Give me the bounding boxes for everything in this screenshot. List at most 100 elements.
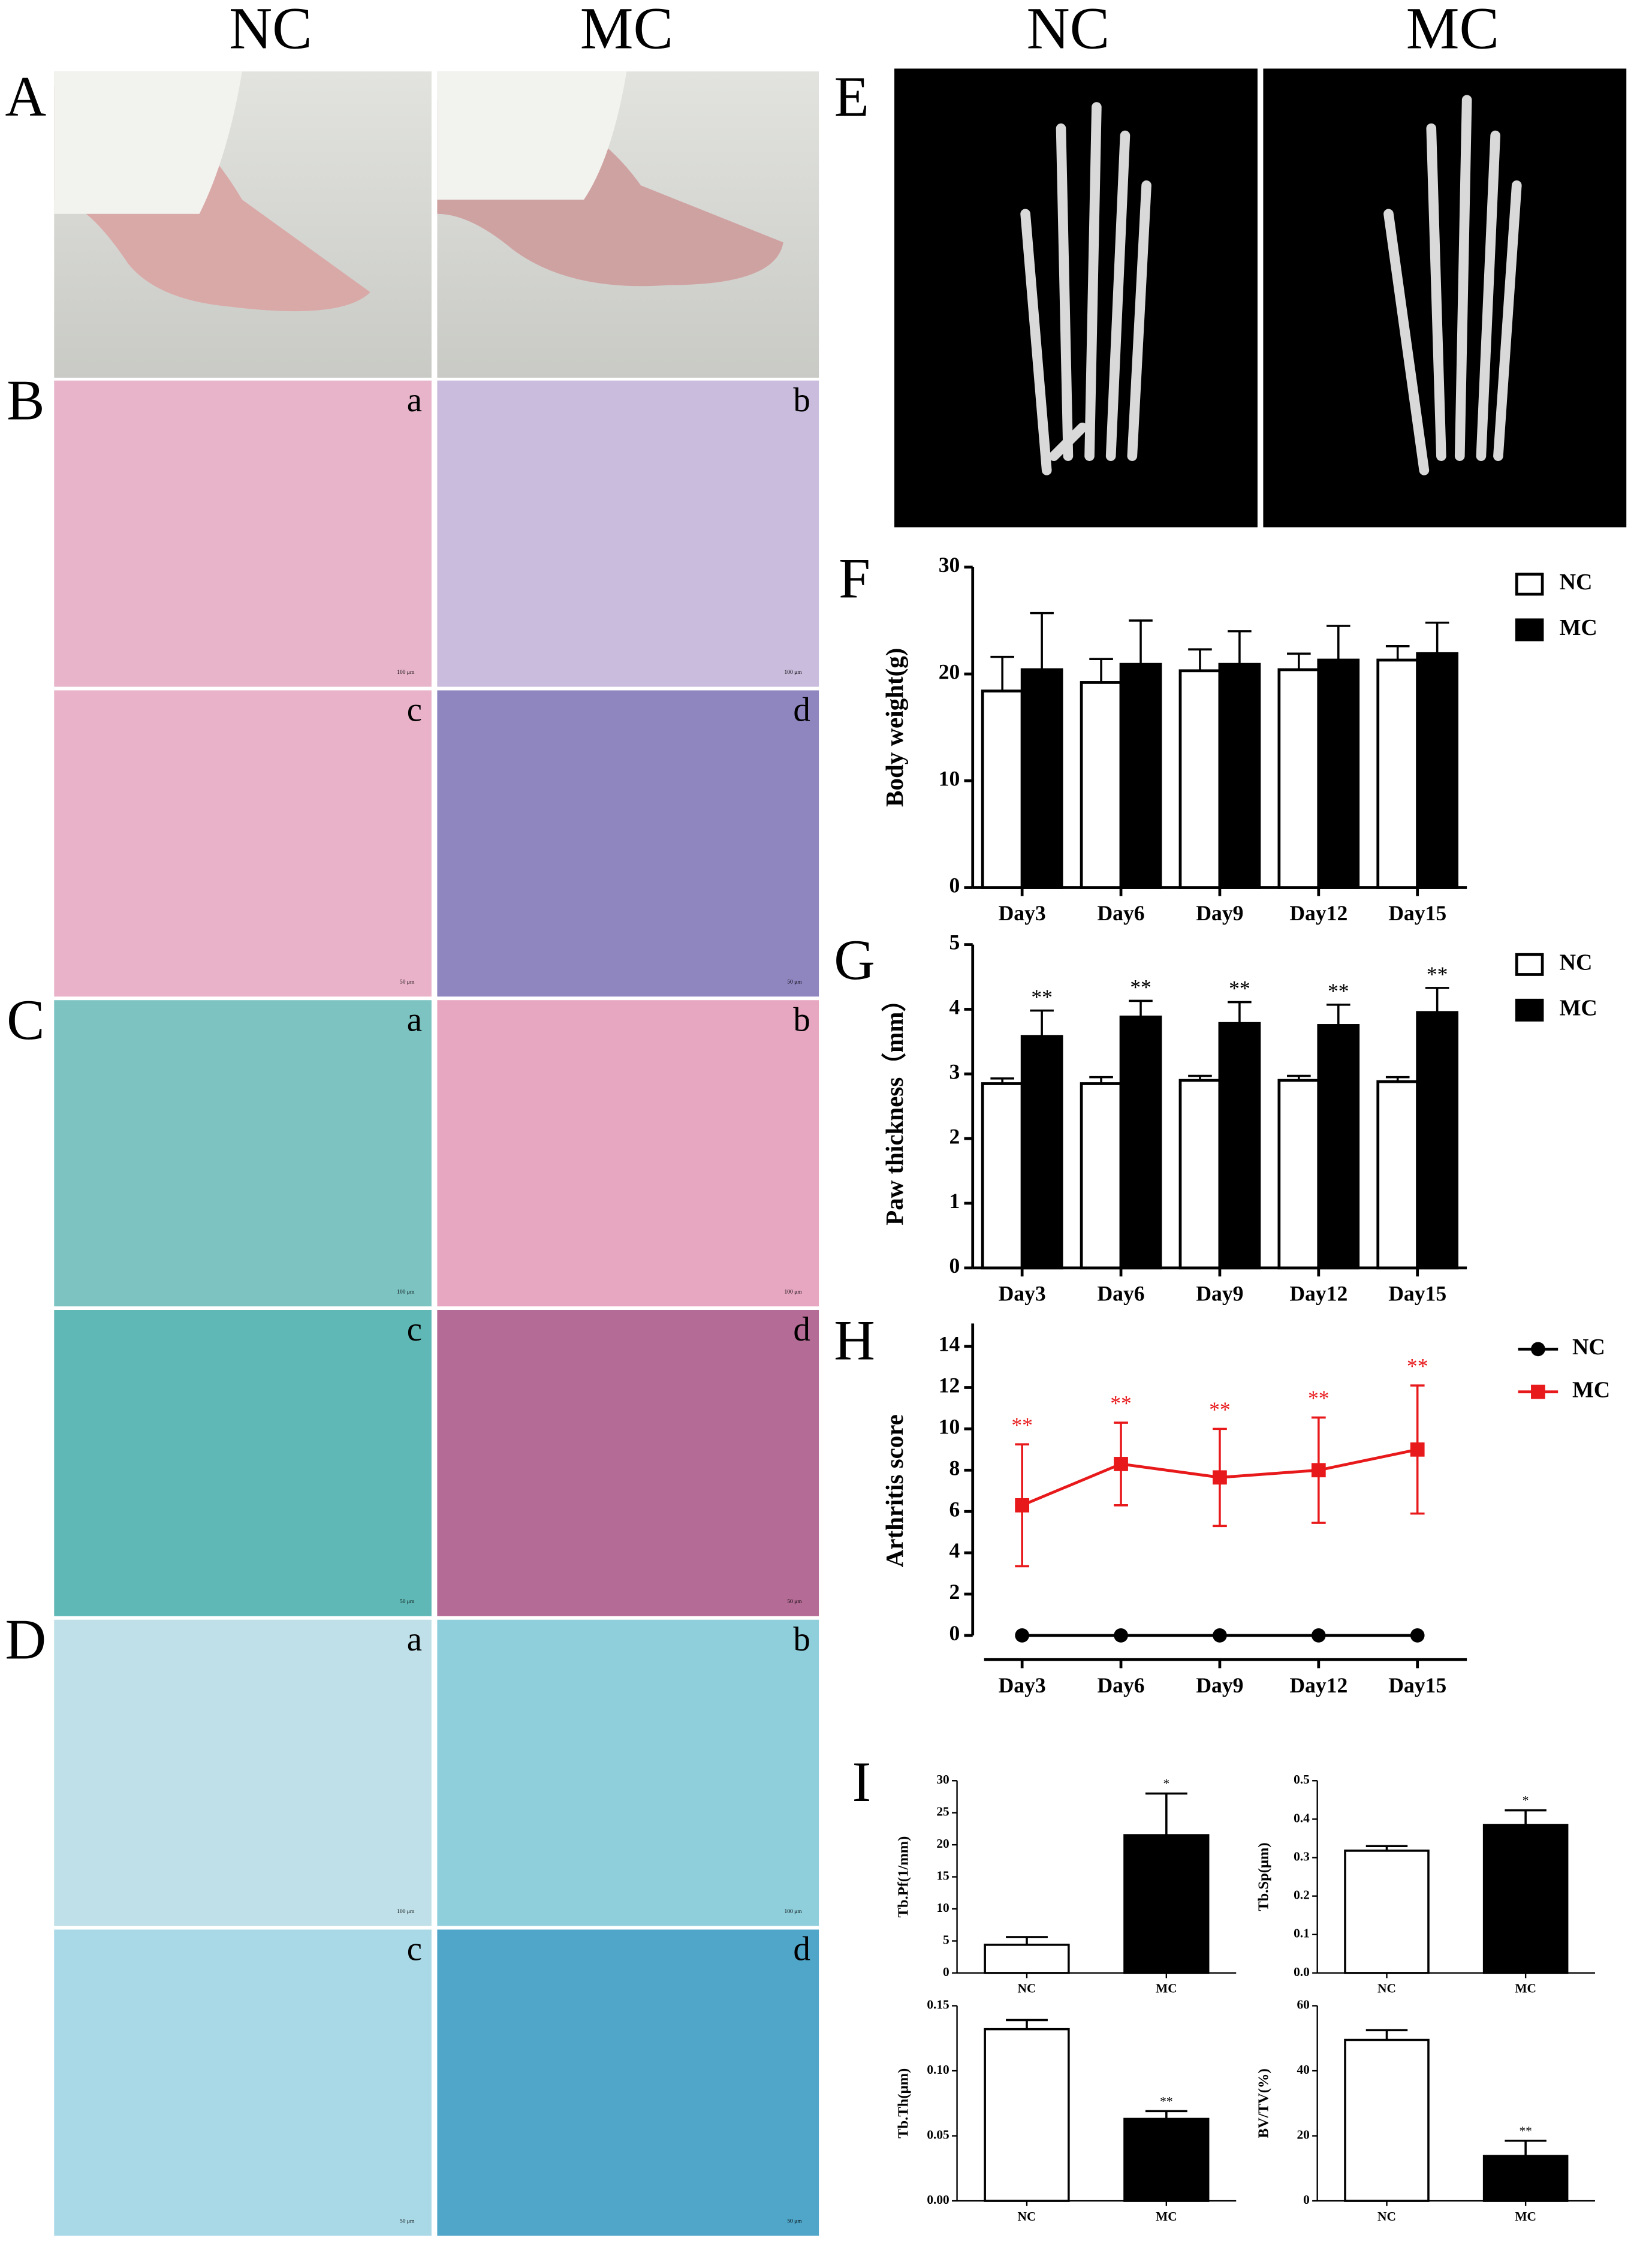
y-tick-label: 0.5 <box>1294 1772 1310 1787</box>
y-tick-label: 0 <box>949 1254 960 1278</box>
bar <box>984 1944 1070 1974</box>
bar <box>1080 681 1123 889</box>
panel-label: F <box>839 546 870 610</box>
scale-bar-label: 100 μm <box>785 1909 803 1915</box>
x-tick-label: NC <box>1377 1981 1396 1996</box>
legend-label: NC <box>1560 950 1593 975</box>
significance: ** <box>1031 985 1053 1009</box>
scale-bar-label: 50 μm <box>787 1599 802 1605</box>
y-tick-label: 25 <box>936 1805 949 1819</box>
error-bar <box>990 1077 1014 1084</box>
y-tick-label: 0.0 <box>1294 1965 1310 1979</box>
y-axis-label: Tb.Pf(1/mm) <box>895 1836 911 1918</box>
micrograph <box>437 380 819 687</box>
y-tick-label: 4 <box>949 995 960 1019</box>
bar <box>1277 1079 1321 1270</box>
y-tick-label: 8 <box>949 1456 960 1480</box>
error-bar <box>1030 612 1054 670</box>
image-letter: d <box>793 1930 810 1968</box>
bar <box>1344 1850 1430 1974</box>
scale-bar-label: 50 μm <box>787 2219 802 2225</box>
significance: ** <box>1427 962 1448 986</box>
bar <box>981 1082 1024 1270</box>
legend-label: MC <box>1560 996 1597 1021</box>
error-bar <box>1129 619 1153 665</box>
y-tick-label: 12 <box>939 1373 960 1397</box>
x-tick-label: MC <box>1156 1981 1177 1996</box>
error-bar <box>1385 1076 1410 1082</box>
bar <box>1416 652 1459 889</box>
legend-swatch <box>1515 998 1544 1022</box>
significance: ** <box>1407 1354 1428 1378</box>
micrograph <box>437 1309 819 1616</box>
significance: ** <box>1160 2094 1172 2109</box>
y-tick-label: 0.1 <box>1294 1926 1310 1941</box>
micrograph <box>54 1309 432 1616</box>
significance: ** <box>1011 1413 1033 1437</box>
significance: ** <box>1209 1397 1231 1421</box>
y-tick-label: 14 <box>939 1332 960 1356</box>
y-tick-label: 0.10 <box>927 2062 949 2077</box>
error-bar <box>1385 645 1410 661</box>
legend-label: NC <box>1560 570 1593 595</box>
ct-nc <box>894 68 1258 528</box>
scale-bar-label: 100 μm <box>785 1289 803 1295</box>
y-tick-label: 10 <box>936 1900 949 1915</box>
bar <box>1020 668 1063 889</box>
significance: ** <box>1229 977 1250 1001</box>
image-letter: b <box>793 1001 810 1038</box>
bar <box>1317 658 1360 889</box>
panel-label: B <box>7 368 44 432</box>
error-bar <box>1228 630 1252 665</box>
scale-bar-label: 100 μm <box>397 670 415 676</box>
error-bar <box>1425 987 1449 1013</box>
image-letter: c <box>407 1311 422 1348</box>
y-tick-label: 60 <box>1297 1998 1309 2012</box>
error-bar <box>1287 1074 1311 1081</box>
y-tick-label: 15 <box>936 1868 949 1882</box>
bar <box>1218 662 1261 889</box>
error-bar <box>1327 625 1350 661</box>
y-axis-label: Paw thickness（mm） <box>881 987 908 1225</box>
x-tick-label: Day3 <box>999 1673 1046 1697</box>
micrograph <box>54 380 432 687</box>
y-tick-label: 3 <box>949 1059 960 1083</box>
legend-label: NC <box>1572 1335 1605 1360</box>
error-bar <box>990 655 1014 691</box>
bar <box>1317 1024 1360 1270</box>
legend-swatch <box>1515 573 1544 596</box>
error-bar <box>1287 652 1311 670</box>
error-bar <box>1129 999 1153 1017</box>
significance: ** <box>1130 975 1151 999</box>
micrograph <box>437 1000 819 1307</box>
x-tick-label: Day15 <box>1388 1673 1446 1697</box>
x-tick-label: Day6 <box>1097 1281 1144 1305</box>
error-bar <box>1505 2139 1547 2156</box>
x-tick-label: MC <box>1156 2209 1177 2224</box>
micrograph <box>54 1000 432 1307</box>
error-bar <box>1505 1809 1547 1825</box>
bar <box>1123 1834 1210 1974</box>
bar <box>984 2028 1070 2202</box>
y-tick-label: 4 <box>949 1538 960 1562</box>
x-tick-label: Day6 <box>1097 1673 1144 1697</box>
y-axis-label: Tb.Sp(μm) <box>1255 1842 1271 1911</box>
y-tick-label: 0.3 <box>1294 1849 1310 1863</box>
micrograph <box>54 690 432 997</box>
marker <box>1015 1628 1030 1643</box>
image-letter: d <box>793 691 810 729</box>
y-tick-label: 0 <box>949 873 960 897</box>
image-letter: c <box>407 1930 422 1968</box>
image-letter: a <box>407 1620 422 1658</box>
bar <box>1080 1082 1123 1270</box>
scale-bar-label: 100 μm <box>397 1909 415 1915</box>
y-tick-label: 0.2 <box>1294 1888 1310 1902</box>
legend-swatch <box>1515 953 1544 976</box>
y-tick-label: 10 <box>939 1415 960 1439</box>
scale-bar-label: 100 μm <box>397 1289 415 1295</box>
image-letter: a <box>407 1001 422 1038</box>
micrograph <box>437 690 819 997</box>
legend-marker <box>1531 1342 1545 1357</box>
panel-label: C <box>7 988 44 1052</box>
